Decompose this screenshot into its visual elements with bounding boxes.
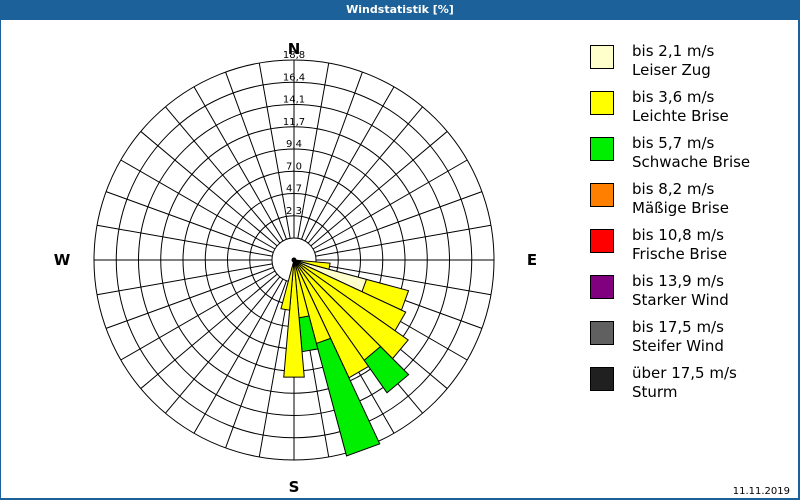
legend-name: Steifer Wind — [632, 337, 724, 355]
compass-label-w: W — [54, 251, 71, 269]
legend-label: bis 3,6 m/s Leichte Brise — [632, 88, 729, 126]
legend-swatch — [590, 367, 614, 391]
ring-label: 11,7 — [283, 117, 305, 128]
legend-name: Leichte Brise — [632, 107, 729, 125]
window-title: Windstatistik [%] — [346, 3, 454, 16]
wind-bars — [280, 259, 410, 457]
legend-label: bis 13,9 m/s Starker Wind — [632, 272, 729, 310]
legend-range: bis 17,5 m/s — [632, 318, 724, 336]
legend-name: Frische Brise — [632, 245, 728, 263]
legend-name: Starker Wind — [632, 291, 729, 309]
legend-range: bis 2,1 m/s — [632, 42, 715, 60]
date-label: 11.11.2019 — [732, 486, 790, 497]
wind-bar-segment — [280, 259, 295, 311]
legend-range: bis 8,2 m/s — [632, 180, 715, 198]
legend-swatch — [590, 137, 614, 161]
compass-label-s: S — [289, 478, 300, 496]
legend-label: bis 2,1 m/s Leiser Zug — [632, 42, 714, 80]
ring-label: 18,8 — [283, 50, 305, 61]
legend-swatch — [590, 229, 614, 253]
compass-label-n: N — [288, 40, 301, 58]
legend-label: über 17,5 m/s Sturm — [632, 364, 737, 402]
legend-range: bis 10,8 m/s — [632, 226, 724, 244]
legend-range: bis 13,9 m/s — [632, 272, 724, 290]
legend-name: Schwache Brise — [632, 153, 751, 171]
chart-canvas: 2,3 4,7 7,0 9,4 11,7 14,1 16,4 18,8 N E S W bis 2,1… — [1, 20, 798, 498]
legend-label: bis 5,7 m/s Schwache Brise — [632, 134, 750, 172]
legend-name: Mäßige Brise — [632, 199, 729, 217]
legend-label: bis 17,5 m/s Steifer Wind — [632, 318, 724, 356]
ring-label: 4,7 — [286, 184, 302, 195]
wind-bar-segment — [283, 259, 305, 378]
legend-swatch — [590, 275, 614, 299]
ring-label: 7,0 — [286, 161, 302, 172]
legend-swatch — [590, 183, 614, 207]
legend-swatch — [590, 91, 614, 115]
legend-label: bis 10,8 m/s Frische Brise — [632, 226, 727, 264]
center-dot — [291, 257, 297, 263]
legend-range: über 17,5 m/s — [632, 364, 737, 382]
ring-label: 2,3 — [286, 206, 302, 217]
ring-label: 16,4 — [283, 72, 305, 83]
legend-label: bis 8,2 m/s Mäßige Brise — [632, 180, 729, 218]
legend-name: Leiser Zug — [632, 61, 711, 79]
legend-swatch — [590, 321, 614, 345]
ring-label: 9,4 — [286, 139, 302, 150]
ring-label: 14,1 — [283, 95, 305, 106]
legend-name: Sturm — [632, 383, 678, 401]
wind-rose-chart: 2,3 4,7 7,0 9,4 11,7 14,1 16,4 18,8N E S W — [54, 40, 537, 496]
legend-range: bis 3,6 m/s — [632, 88, 715, 106]
compass-label-e: E — [527, 251, 537, 269]
legend-range: bis 5,7 m/s — [632, 134, 715, 152]
legend-swatch — [590, 45, 614, 69]
